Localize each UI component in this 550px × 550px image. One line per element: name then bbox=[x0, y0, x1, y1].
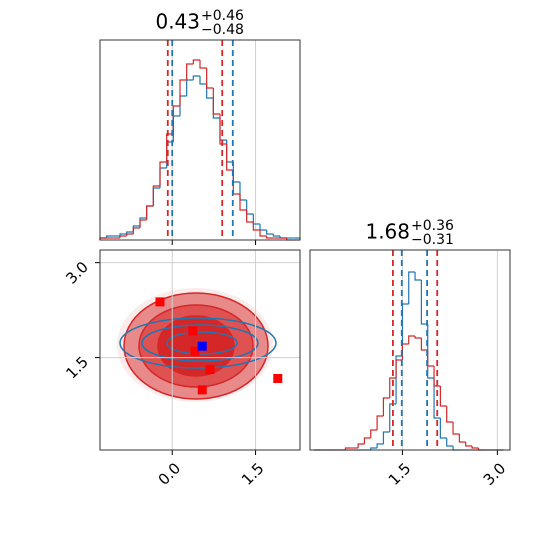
point bbox=[273, 373, 283, 383]
histogram-step bbox=[192, 59, 200, 64]
histogram-step bbox=[206, 68, 214, 89]
histogram-step bbox=[414, 272, 422, 281]
histogram-step bbox=[152, 185, 160, 206]
panel-title: 0.43 bbox=[155, 10, 200, 34]
axes-frame bbox=[99, 39, 301, 241]
histogram-step bbox=[266, 236, 274, 239]
histogram-step bbox=[212, 88, 220, 115]
histogram-step bbox=[376, 415, 384, 430]
histogram-step bbox=[471, 446, 479, 449]
histogram-step bbox=[389, 377, 397, 398]
histogram-step bbox=[179, 79, 187, 106]
histogram-step bbox=[199, 60, 207, 69]
histogram-step bbox=[357, 443, 365, 448]
title-lower: −0.31 bbox=[411, 232, 454, 248]
point bbox=[197, 385, 207, 395]
histogram-step bbox=[414, 336, 422, 339]
histogram-step bbox=[363, 437, 371, 444]
histogram-step bbox=[246, 210, 254, 223]
title-upper: +0.36 bbox=[411, 218, 454, 234]
point bbox=[155, 297, 165, 307]
histogram-step bbox=[192, 75, 200, 80]
histogram-step bbox=[382, 431, 390, 444]
panel: 0.43 +0.46−0.48 bbox=[99, 8, 301, 245]
histogram-step bbox=[446, 438, 454, 447]
histogram-step bbox=[119, 235, 127, 238]
histogram-step bbox=[439, 418, 447, 439]
point bbox=[197, 341, 207, 351]
histogram-step bbox=[395, 355, 403, 404]
histogram-step bbox=[458, 434, 466, 443]
histogram-step bbox=[433, 366, 441, 387]
histogram-step bbox=[433, 378, 441, 419]
axes-frame bbox=[99, 249, 301, 451]
histogram-step bbox=[465, 442, 473, 447]
histogram-step bbox=[376, 443, 384, 448]
histogram-step bbox=[219, 114, 227, 145]
histogram-step bbox=[206, 84, 214, 99]
histogram-step bbox=[239, 194, 247, 211]
histogram-step bbox=[370, 447, 378, 450]
histogram-step bbox=[146, 205, 154, 220]
histogram-step bbox=[446, 406, 454, 423]
histogram-step bbox=[126, 231, 134, 234]
histogram-step bbox=[272, 234, 280, 237]
histogram-step bbox=[199, 76, 207, 85]
histogram-step bbox=[266, 230, 274, 235]
histogram-step bbox=[439, 386, 447, 407]
histogram-step bbox=[452, 422, 460, 435]
histogram-step bbox=[132, 227, 140, 234]
density-contours bbox=[117, 288, 277, 402]
point bbox=[205, 365, 215, 375]
histogram-step bbox=[370, 429, 378, 438]
histogram-step bbox=[420, 280, 428, 325]
panel-title: 1.68 bbox=[365, 220, 410, 244]
title-lower: −0.48 bbox=[201, 22, 244, 38]
histogram-step bbox=[259, 230, 267, 237]
histogram-step bbox=[159, 161, 167, 186]
histogram-step bbox=[344, 447, 352, 450]
histogram-step bbox=[389, 403, 397, 432]
histogram-step bbox=[382, 397, 390, 416]
histogram-step bbox=[408, 271, 416, 304]
histogram-step bbox=[106, 235, 114, 238]
title-upper: +0.46 bbox=[201, 8, 244, 24]
point bbox=[188, 326, 198, 336]
contour-line bbox=[166, 331, 238, 355]
histogram-step bbox=[166, 133, 174, 162]
histogram-step bbox=[395, 359, 403, 378]
axes-frame bbox=[309, 249, 511, 451]
histogram-step bbox=[408, 335, 416, 344]
histogram-step bbox=[139, 219, 147, 228]
histogram-step bbox=[252, 222, 260, 231]
histogram-step bbox=[420, 338, 428, 351]
histogram-step bbox=[226, 144, 234, 171]
histogram-step bbox=[119, 233, 127, 236]
histogram-step bbox=[126, 233, 134, 236]
histogram-step bbox=[172, 105, 180, 134]
contour-line bbox=[119, 317, 277, 369]
point bbox=[190, 346, 200, 356]
contour-line bbox=[141, 324, 259, 362]
histogram-step bbox=[186, 63, 194, 80]
